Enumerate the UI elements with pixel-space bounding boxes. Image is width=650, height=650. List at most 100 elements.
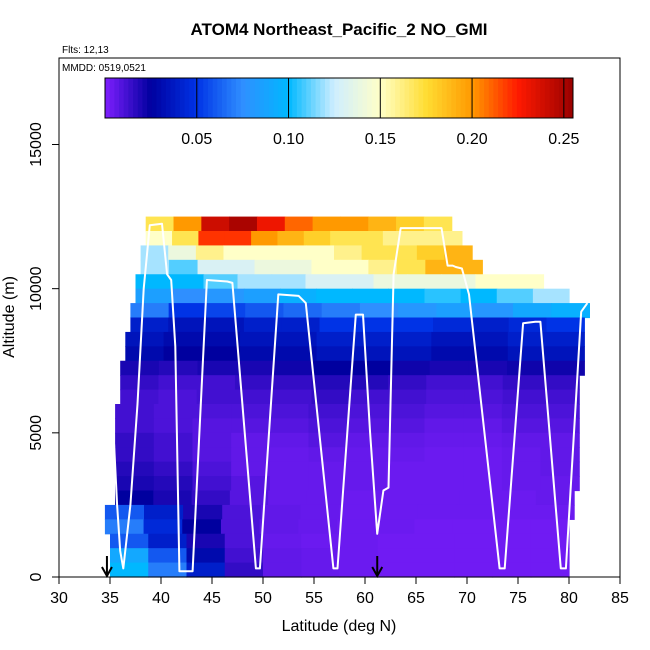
heatmap-cell-4-10: [475, 274, 511, 290]
y-tick-label: 10000: [28, 266, 45, 311]
heatmap-cell-14-6: [347, 418, 387, 434]
heatmap-cell-13-11: [540, 404, 580, 420]
colorbar-swatch: [488, 78, 494, 118]
heatmap-cell-10-3: [236, 360, 276, 376]
heatmap-cell-22-5: [301, 533, 341, 549]
heatmap-cell-19-4: [268, 490, 307, 506]
heatmap-cell-3-2: [197, 259, 227, 275]
colorbar-swatch: [465, 78, 471, 118]
heatmap-cell-3-0: [140, 259, 170, 275]
colorbar-swatch: [549, 78, 555, 118]
heatmap-cell-2-2: [195, 245, 225, 261]
colorbar-swatch: [296, 78, 303, 118]
heatmap-cell-24-5: [301, 562, 341, 578]
heatmap-cell-5-6: [352, 288, 389, 304]
heatmap-cell-6-3: [245, 303, 284, 319]
heatmap-cell-21-10: [491, 519, 531, 535]
x-tick-label: 60: [356, 590, 374, 607]
colorbar-swatch: [268, 78, 274, 118]
heatmap-cell-9-7: [393, 346, 432, 362]
heatmap-cell-17-8: [424, 461, 464, 477]
colorbar-swatch: [324, 78, 331, 118]
heatmap-cell-13-3: [231, 404, 271, 420]
colorbar-swatch: [292, 78, 298, 118]
heatmap-cell-1-4: [251, 231, 279, 247]
heatmap-cell-22-4: [263, 533, 302, 549]
colorbar-swatch: [301, 78, 307, 118]
heatmap-cell-3-8: [368, 259, 398, 275]
colorbar-swatch: [535, 78, 541, 118]
flight-track-line: [109, 222, 589, 573]
heatmap-cell-15-2: [192, 432, 232, 448]
colorbar-swatch: [427, 78, 434, 118]
heatmap-cell-6-7: [398, 303, 437, 319]
y-tick-label: 0: [28, 572, 45, 581]
colorbar-swatch: [418, 78, 424, 118]
colorbar-swatch: [198, 78, 204, 118]
heatmap-cell-7-7: [395, 317, 434, 333]
heatmap-cell-13-10: [501, 404, 542, 420]
heatmap-cell-2-3: [223, 245, 252, 261]
heatmap-cell-16-3: [231, 447, 271, 463]
y-axis-title: Altitude (m): [1, 276, 18, 358]
heatmap-cell-12-6: [349, 389, 389, 405]
heatmap-cell-1-9: [382, 231, 410, 247]
heatmap-cell-18-8: [424, 476, 464, 492]
heatmap-cell-7-11: [546, 317, 585, 333]
heatmap-cell-12-9: [464, 389, 504, 405]
heatmap-cell-8-9: [469, 331, 509, 347]
colorbar-swatch: [446, 78, 452, 118]
heatmap-cell-12-0: [120, 389, 160, 405]
heatmap-cell-10-7: [390, 360, 431, 376]
colorbar-tick-label: 0.15: [365, 131, 396, 148]
heatmap-cell-11-9: [464, 375, 504, 391]
heatmap-cell-6-0: [130, 303, 170, 319]
heatmap-cell-7-1: [168, 317, 207, 333]
colorbar-swatch: [362, 78, 368, 118]
heatmap-cell-15-3: [231, 432, 271, 448]
heatmap-cell-17-1: [153, 461, 194, 477]
heatmap-cell-3-10: [425, 259, 455, 275]
heatmap-cell-17-7: [385, 461, 426, 477]
heatmap-cell-12-8: [426, 389, 466, 405]
heatmap-cell-19-6: [344, 490, 384, 506]
heatmap-cell-6-5: [321, 303, 361, 319]
heatmap-cell-3-5: [282, 259, 313, 275]
heatmap-cell-2-11: [444, 245, 473, 261]
heatmap-cell-14-1: [153, 418, 194, 434]
heatmap-cell-21-5: [298, 519, 338, 535]
heatmap-cell-23-9: [454, 548, 494, 564]
colorbar-swatch: [245, 78, 251, 118]
heatmap-cell-9-8: [431, 346, 471, 362]
heatmap-cell-20-10: [495, 504, 536, 520]
heatmap-cell-11-3: [234, 375, 274, 391]
heatmap-cell-24-3: [224, 562, 264, 578]
x-tick-label: 85: [611, 590, 629, 607]
heatmap-cell-13-1: [153, 404, 194, 420]
heatmap-cell-24-11: [530, 562, 570, 578]
colorbar-swatch: [123, 78, 129, 118]
colorbar-swatch: [339, 78, 345, 118]
heatmap-cell-21-11: [530, 519, 570, 535]
heatmap-cell-20-11: [535, 504, 575, 520]
markers: [101, 556, 384, 579]
colorbar-swatch: [189, 78, 195, 118]
heatmap-cell-21-7: [375, 519, 415, 535]
heatmap-cell-1-8: [356, 231, 384, 247]
heatmap-cell-10-11: [545, 360, 585, 376]
x-axis-title: Latitude (deg N): [282, 618, 397, 635]
heatmap-cell-14-7: [385, 418, 426, 434]
heatmap-cell-17-9: [463, 461, 503, 477]
colorbar-swatch: [287, 78, 293, 118]
heatmap-cell-3-11: [453, 259, 483, 275]
heatmap-cell-7-0: [130, 317, 169, 333]
heatmap-cell-6-2: [206, 303, 246, 319]
colorbar-swatch: [498, 78, 504, 118]
heatmap-cell-14-11: [540, 418, 580, 434]
colorbar-swatch: [212, 78, 218, 118]
heatmap-cell-24-0: [110, 562, 149, 578]
heatmap-cell-6-4: [283, 303, 323, 319]
heatmap-cell-7-9: [470, 317, 510, 333]
heatmap-cell-20-4: [261, 504, 301, 520]
